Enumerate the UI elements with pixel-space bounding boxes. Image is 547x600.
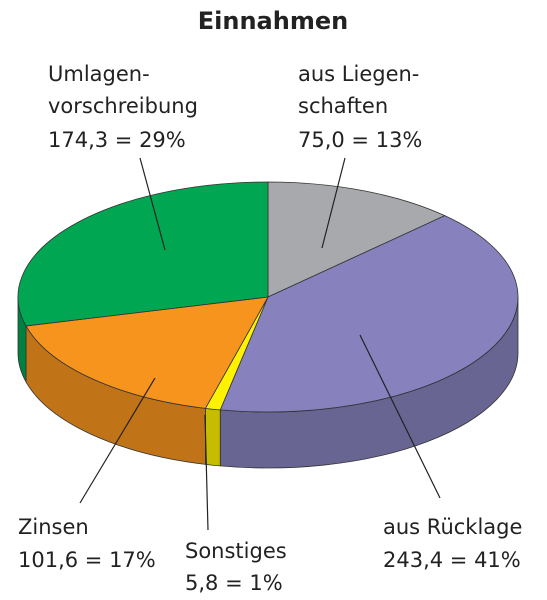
leader-line [321,157,346,249]
value-label: 5,8 = 1% [185,571,283,595]
leader-line [204,414,209,531]
leader-line [79,377,156,504]
slice-label: vorschreibung [48,94,198,118]
slice-label: aus Rücklage [383,515,522,539]
slice-label: Umlagen- [48,62,150,86]
pie-slice [25,296,269,409]
chart-title: Einnahmen [198,7,348,35]
value-label: 101,6 = 17% [18,548,156,572]
leader-line [139,157,166,251]
value-label: 75,0 = 13% [298,128,422,152]
value-label: 174,3 = 29% [48,128,186,152]
slice-label: Sonstiges [185,539,287,563]
pie-side [205,407,221,467]
slice-label: schaften [298,94,388,118]
pie-slice [267,181,446,298]
leader-line [359,334,441,499]
pie-slice [219,215,519,413]
value-label: 243,4 = 41% [383,548,521,572]
slice-label: Zinsen [18,515,89,539]
pie-slice [17,181,269,327]
slice-label: aus Liegen- [298,62,419,86]
